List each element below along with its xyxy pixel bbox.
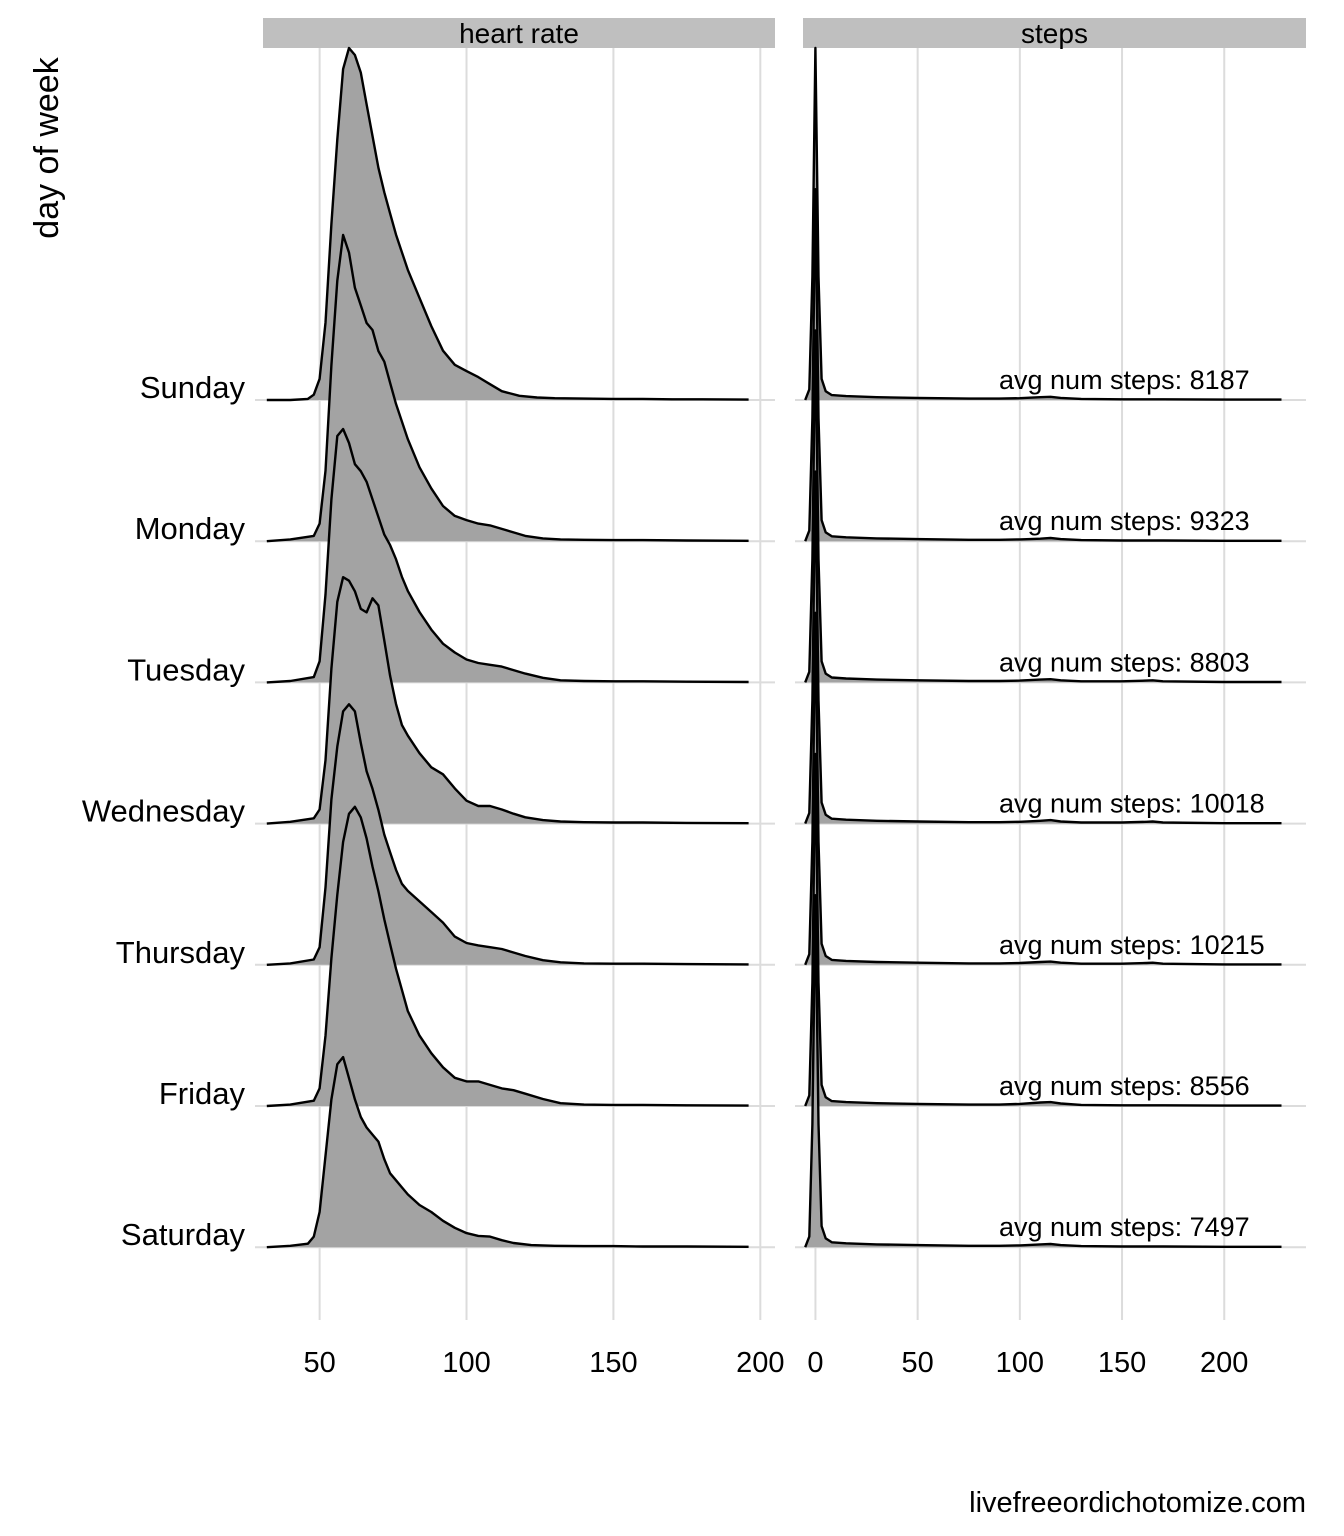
day-label-friday: Friday — [159, 1076, 246, 1111]
steps-ridge-line-monday — [804, 188, 1282, 542]
heart-rate-ridge-line-saturday — [266, 1055, 749, 1249]
heart-rate-ridge-fill-thursday — [266, 704, 749, 965]
steps-ridge-fill-sunday — [805, 48, 1282, 400]
steps-annotation-monday: avg num steps: 9323 — [999, 506, 1250, 536]
grid-layer — [255, 48, 1306, 1320]
day-label-tuesday: Tuesday — [127, 652, 245, 687]
heart-rate-tick-label: 100 — [442, 1347, 490, 1379]
steps-strip-label: steps — [1021, 18, 1088, 49]
heart-rate-ridge-fill-sunday — [266, 48, 749, 400]
heart-rate-ridge-line-friday — [266, 805, 749, 1108]
steps-ridge-line-friday — [804, 752, 1282, 1107]
steps-tick-label: 50 — [902, 1347, 934, 1379]
heart-rate-ridge-line-thursday — [266, 703, 749, 966]
labels-layer: 50 100 150 200 0 50 100 150 200 avg num steps: 81… — [82, 365, 1265, 1379]
steps-annotation-thursday: avg num steps: 10215 — [999, 930, 1265, 960]
steps-annotation-saturday: avg num steps: 7497 — [999, 1212, 1250, 1242]
steps-tick-label: 200 — [1200, 1347, 1248, 1379]
heart-rate-tick-label: 200 — [736, 1347, 784, 1379]
steps-tick-label: 0 — [807, 1347, 823, 1379]
steps-strip — [803, 18, 1306, 48]
source-caption: livefreeordichotomize.com — [969, 1487, 1306, 1519]
steps-ridge-line-sunday — [804, 46, 1282, 401]
steps-annotation-tuesday: avg num steps: 8803 — [999, 647, 1250, 677]
steps-annotation-friday: avg num steps: 8556 — [999, 1071, 1250, 1101]
panel-strips: heart rate steps — [263, 18, 1306, 49]
heart-rate-ridge-fill-monday — [266, 235, 749, 542]
heart-rate-tick-label: 150 — [589, 1347, 637, 1379]
heart-rate-ridge-line-wednesday — [266, 576, 749, 825]
steps-annotation-wednesday: avg num steps: 10018 — [999, 789, 1265, 819]
steps-ridge-line-thursday — [804, 611, 1282, 966]
heart-rate-ridge-line-monday — [266, 233, 749, 543]
steps-ridge-line-tuesday — [804, 329, 1282, 684]
heart-rate-tick-label: 50 — [303, 1347, 335, 1379]
heart-rate-ridge-fill-tuesday — [266, 429, 749, 683]
steps-tick-label: 100 — [996, 1347, 1044, 1379]
day-label-saturday: Saturday — [121, 1217, 246, 1252]
heart-rate-ridge-fill-friday — [266, 806, 749, 1106]
day-label-monday: Monday — [135, 511, 246, 546]
day-label-thursday: Thursday — [116, 935, 246, 970]
day-label-wednesday: Wednesday — [82, 794, 246, 829]
density-ridges — [266, 46, 1282, 1249]
heart-rate-ridge-fill-wednesday — [266, 577, 749, 824]
steps-tick-label: 150 — [1098, 1347, 1146, 1379]
day-label-sunday: Sunday — [140, 370, 246, 405]
heart-rate-ridge-line-tuesday — [266, 427, 749, 684]
heart-rate-strip-label: heart rate — [459, 18, 579, 49]
steps-ridge-line-wednesday — [804, 470, 1282, 825]
y-axis-label: day of week — [28, 56, 66, 238]
heart-rate-strip — [263, 18, 775, 48]
heart-rate-ridge-fill-saturday — [266, 1057, 749, 1248]
steps-ridge-line-saturday — [804, 894, 1282, 1248]
steps-annotation-sunday: avg num steps: 8187 — [999, 365, 1250, 395]
heart-rate-ridge-line-sunday — [266, 46, 749, 402]
